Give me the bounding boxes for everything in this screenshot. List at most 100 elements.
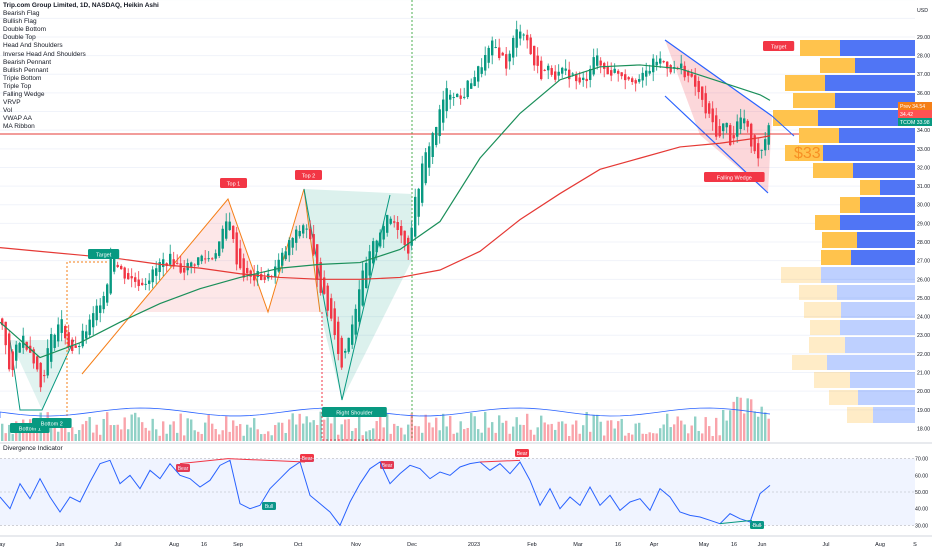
candle-body (102, 296, 105, 310)
price-tick-label: 36.00 (917, 91, 930, 97)
candle-body (589, 68, 592, 80)
volume-bar (197, 431, 200, 441)
target-right-label: Target (771, 44, 787, 50)
legend-item[interactable]: Double Bottom (3, 26, 46, 34)
volume-bar (281, 422, 284, 441)
volume-bar (134, 412, 137, 441)
bear-label: Bear (517, 451, 528, 457)
legend-item[interactable]: MA Ribbon (3, 123, 35, 131)
volume-bar (554, 429, 557, 441)
volume-bar (249, 427, 252, 441)
legend-item[interactable]: Triple Top (3, 82, 32, 90)
candle-body (32, 349, 35, 364)
candle-body (529, 37, 532, 55)
volume-bar (550, 423, 553, 441)
volume-bar (732, 401, 735, 441)
volume-bar (466, 427, 469, 441)
candle-body (638, 79, 641, 82)
legend-item[interactable]: Vol (3, 107, 13, 115)
volume-bar (302, 423, 305, 441)
legend-item[interactable]: Bullish Flag (3, 18, 37, 26)
candle-body (130, 276, 133, 279)
volume-bar (561, 421, 564, 441)
legend-item[interactable]: Inverse Head And Shoulders (3, 50, 86, 58)
candle-body (11, 351, 14, 371)
volume-bar (295, 424, 298, 441)
volume-bar (746, 398, 749, 441)
volume-bar (757, 416, 760, 441)
time-tick-label: 16 (201, 542, 207, 548)
price-tick-label: 22.00 (917, 352, 930, 358)
volume-bar (701, 433, 704, 441)
candle-body (95, 305, 98, 321)
volume-bar (739, 397, 742, 441)
candle-body (456, 93, 459, 98)
legend-item[interactable]: Triple Bottom (3, 74, 42, 82)
rsi-tick-label: 50.00 (915, 490, 928, 496)
candle-body (701, 86, 704, 100)
volume-bar (617, 421, 620, 441)
volume-bar (379, 415, 382, 441)
volume-bar (578, 433, 581, 441)
candle-body (645, 70, 648, 77)
legend-item[interactable]: VRVP (3, 99, 21, 107)
candle-body (543, 69, 546, 71)
volume-bar (589, 431, 592, 441)
volume-bar (246, 424, 249, 441)
volume-bar (494, 432, 497, 441)
candle-body (687, 71, 690, 76)
volume-bar (305, 416, 308, 441)
top-1-label-bg (220, 178, 247, 188)
candle-body (8, 333, 11, 370)
candle-body (158, 262, 161, 273)
candle-body (193, 264, 196, 266)
volume-bar (449, 415, 452, 441)
volume-bar (183, 435, 186, 441)
candle-body (463, 96, 466, 98)
profile-up (880, 180, 915, 195)
volume-bar (74, 434, 77, 441)
candle-body (221, 228, 224, 249)
candle-body (736, 121, 739, 137)
candle-body (585, 78, 588, 82)
candle-body (743, 118, 746, 124)
volume-bar (50, 425, 53, 441)
candle-body (582, 77, 585, 80)
candle-body (606, 65, 609, 75)
candle-body (288, 240, 291, 256)
candle-body (634, 80, 637, 84)
candle-body (438, 109, 441, 137)
candle-body (659, 58, 662, 64)
ma-red-line (0, 135, 771, 280)
volume-bar (582, 425, 585, 441)
time-tick-label: Apr (650, 542, 659, 548)
price-tick-label: 33.00 (917, 147, 930, 153)
profile-down (781, 267, 821, 283)
volume-bar (284, 432, 287, 441)
volume-bar (253, 418, 256, 441)
legend-item[interactable]: Falling Wedge (3, 91, 45, 99)
projection-line (771, 115, 795, 137)
candle-body (610, 70, 613, 76)
volume-bar (505, 420, 508, 441)
legend-item[interactable]: Bullish Pennant (3, 66, 49, 74)
candle-body (99, 305, 102, 313)
volume-bar (78, 430, 81, 441)
profile-up (850, 372, 915, 388)
legend-item[interactable]: Bearish Pennant (3, 58, 52, 66)
volume-bar (666, 413, 669, 441)
volume-bar (43, 432, 46, 441)
volume-bar (610, 420, 613, 441)
legend-item[interactable]: VWAP AA (3, 115, 32, 123)
profile-down (813, 163, 853, 178)
candle-body (249, 270, 252, 277)
candle-body (540, 60, 543, 80)
legend-item[interactable]: Bearish Flag (3, 10, 40, 18)
target-line-right (321, 312, 385, 441)
legend-item[interactable]: Head And Shoulders (3, 42, 63, 50)
volume-bar (193, 430, 196, 441)
candle-body (144, 283, 147, 285)
legend-item[interactable]: Double Top (3, 34, 36, 42)
candle-body (442, 99, 445, 123)
